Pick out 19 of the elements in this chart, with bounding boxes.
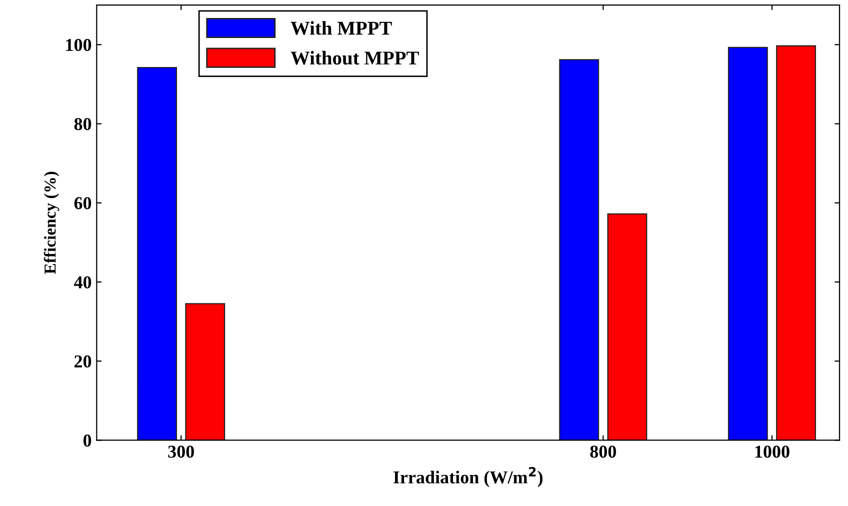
y-tick-label: 80	[74, 118, 92, 130]
bar	[137, 67, 177, 440]
bar	[607, 213, 648, 440]
bar	[185, 303, 226, 440]
x-tick-label: 300	[168, 446, 194, 458]
y-tick-label: 100	[66, 38, 92, 52]
legend-label: With MPPT	[290, 21, 392, 35]
y-tick-label: 60	[74, 197, 92, 210]
bar	[728, 46, 768, 440]
x-tick-label: 1000	[755, 446, 790, 458]
y-tick-label: 20	[74, 355, 92, 368]
bar	[559, 59, 600, 440]
x-axis-title: Irradiation (W/m$^{2}$)	[394, 467, 542, 488]
y-tick-label: 40	[74, 276, 92, 288]
y-tick-label: 0	[83, 434, 92, 447]
y-axis-title: Efficiency (%)	[44, 172, 60, 274]
legend-label: Without MPPT	[290, 50, 419, 65]
x-tick-label: 800	[590, 446, 616, 458]
bar	[776, 45, 816, 440]
